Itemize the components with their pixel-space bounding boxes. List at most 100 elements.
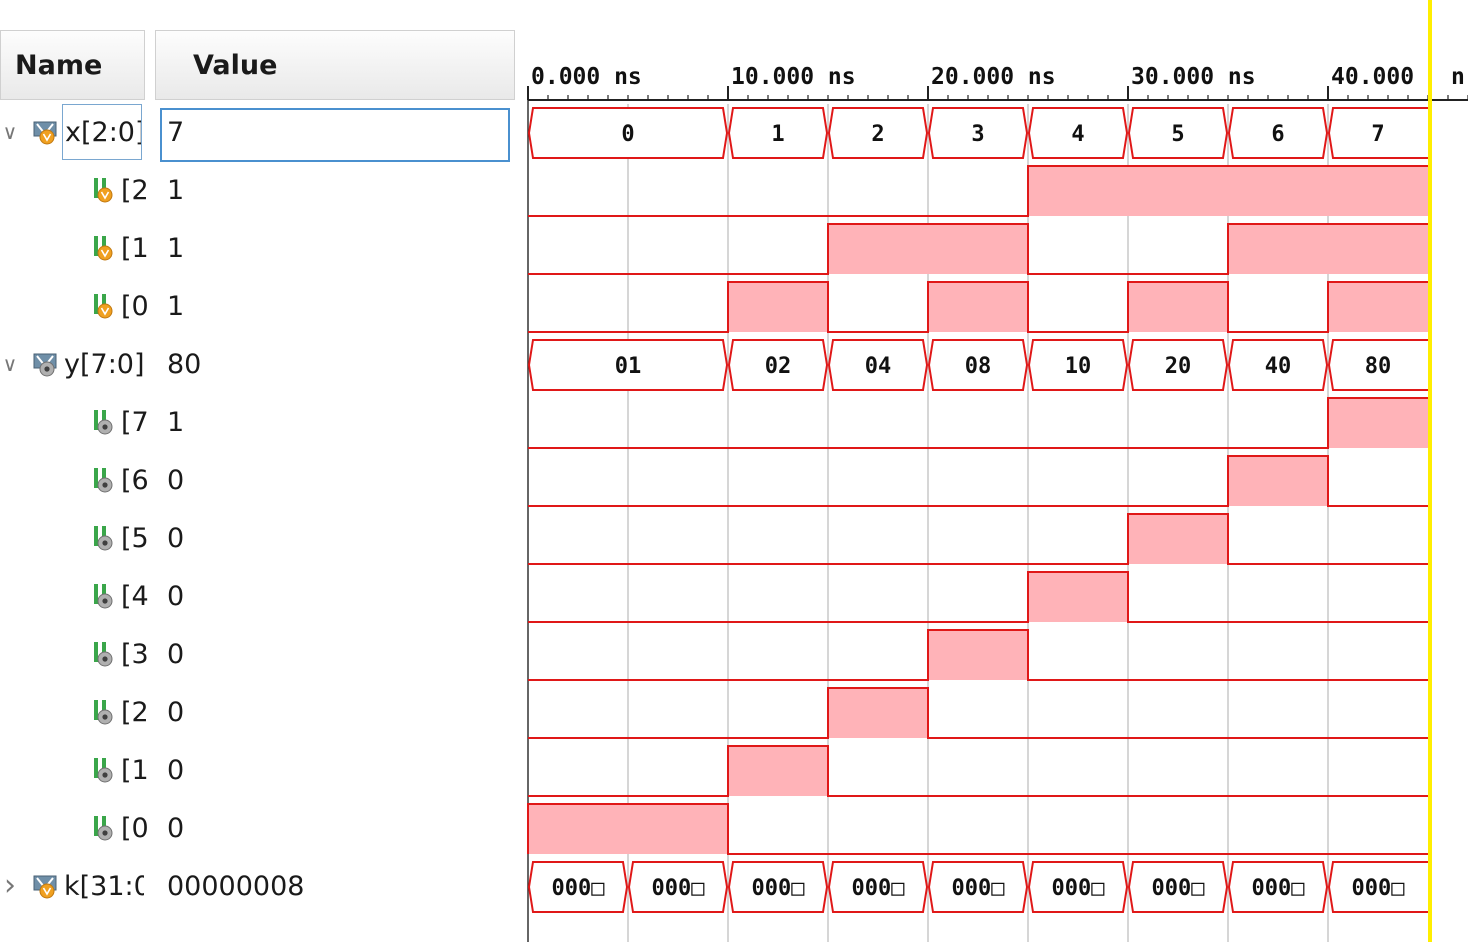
time-tick-label: 10.000 ns <box>731 64 856 90</box>
signal-value: 0 <box>167 581 185 612</box>
signal-row-y6[interactable]: [6 0 <box>0 452 520 510</box>
signal-row-y[interactable]: ∨ y[7:0] 80 <box>0 336 520 394</box>
signal-name[interactable]: [0 <box>121 813 149 844</box>
bus-segment <box>1127 861 1229 913</box>
high-region <box>728 282 828 332</box>
waveform-x2[interactable] <box>528 165 1428 217</box>
bit-trace <box>528 571 1428 623</box>
bus-segment <box>727 339 829 391</box>
high-region <box>1328 282 1428 332</box>
time-tick-label: 20.000 ns <box>931 64 1056 90</box>
bus-segment <box>627 861 729 913</box>
bit-trace <box>528 165 1428 217</box>
signal-row-k[interactable]: › k[31:0 00000008 <box>0 858 520 916</box>
bus-value-label: 02 <box>765 354 792 379</box>
signal-name[interactable]: x[2:0] <box>62 104 142 160</box>
signal-value: 0 <box>167 465 185 496</box>
signal-name[interactable]: k[31:0 <box>64 871 144 902</box>
signal-row-y1[interactable]: [1 0 <box>0 742 520 800</box>
high-region <box>1028 572 1128 622</box>
bus-value-label: 6 <box>1271 122 1284 147</box>
bus-segment <box>827 861 929 913</box>
waveform-y[interactable]: 01 02 04 08 10 20 40 80 <box>527 339 1428 391</box>
time-tick-label: n <box>1451 64 1465 90</box>
bit-output-icon <box>94 584 113 609</box>
waveform-y4[interactable] <box>528 571 1428 623</box>
signal-name[interactable]: [2 <box>121 175 149 206</box>
bus-segment <box>927 107 1029 159</box>
bus-value-label: 1 <box>771 122 784 147</box>
high-region <box>928 630 1028 680</box>
bus-value-label: 7 <box>1371 122 1384 147</box>
bus-segment <box>1127 339 1229 391</box>
bus-segment <box>1227 861 1329 913</box>
signal-name[interactable]: y[7:0] <box>64 349 144 380</box>
high-region <box>1228 456 1328 506</box>
bus-value-label: 4 <box>1071 122 1084 147</box>
waveform-x1[interactable] <box>528 223 1428 275</box>
signal-name[interactable]: [1 <box>121 233 149 264</box>
waveform-y5[interactable] <box>528 513 1428 565</box>
signal-row-y3[interactable]: [3 0 <box>0 626 520 684</box>
waveform-y2[interactable] <box>528 687 1428 739</box>
bus-value-label: 20 <box>1165 354 1192 379</box>
collapse-chevron-icon[interactable]: ∨ <box>2 352 18 376</box>
bus-value-label: 04 <box>865 354 892 379</box>
time-tick-label: 0.000 ns <box>531 64 642 90</box>
signal-row-x1[interactable]: [1 1 <box>0 220 520 278</box>
waveform-y7[interactable] <box>528 397 1428 449</box>
bit-trace <box>528 281 1428 333</box>
waveform-x[interactable]: 0 1 2 3 4 5 6 7 <box>527 107 1428 159</box>
signal-name[interactable]: [3 <box>121 639 149 670</box>
bus-value-label: 5 <box>1171 122 1184 147</box>
signal-value: 00000008 <box>167 871 305 902</box>
bit-output-icon <box>94 468 113 493</box>
expand-chevron-icon[interactable]: › <box>4 868 16 903</box>
waveform-k[interactable]: 000□ 000□ 000□ 000□ 000□ 000□ 000□ 000□ 000□ <box>527 861 1428 913</box>
bus-value-label: 80 <box>1365 354 1392 379</box>
signal-name[interactable]: [6 <box>121 465 149 496</box>
signal-row-y0[interactable]: [0 0 <box>0 800 520 858</box>
waveform-y0[interactable] <box>527 803 1428 855</box>
name-column-header[interactable]: Name <box>0 30 145 100</box>
signal-row-x0[interactable]: [0 1 <box>0 278 520 336</box>
bus-segment <box>1027 339 1129 391</box>
signal-row-x[interactable]: ∨ x[2:0] 7 <box>0 104 520 162</box>
collapse-chevron-icon[interactable]: ∨ <box>2 120 18 144</box>
signal-row-x2[interactable]: [2 1 <box>0 162 520 220</box>
bus-value-label: 000□ <box>552 876 606 901</box>
bus-segment <box>827 107 929 159</box>
bit-output-icon <box>94 816 113 841</box>
bus-segment <box>527 861 629 913</box>
bit-output-icon <box>94 642 113 667</box>
high-region <box>1028 166 1428 216</box>
bit-trace <box>528 455 1428 507</box>
bus-segment <box>1327 861 1428 913</box>
waveform-y1[interactable] <box>528 745 1428 797</box>
time-tick-label: 30.000 ns <box>1131 64 1256 90</box>
value-column-header[interactable]: Value <box>155 30 515 100</box>
signal-value: 1 <box>167 175 185 206</box>
signal-name[interactable]: [4 <box>121 581 149 612</box>
signal-name[interactable]: [0 <box>121 291 149 322</box>
bus-segment <box>1127 107 1229 159</box>
signal-value: 0 <box>167 755 185 786</box>
signal-name[interactable]: [5 <box>121 523 149 554</box>
bus-segment <box>527 339 729 391</box>
bus-value-label: 000□ <box>1152 876 1206 901</box>
bit-output-icon <box>94 700 113 725</box>
signal-name[interactable]: [2 <box>121 697 149 728</box>
waveform-y3[interactable] <box>528 629 1428 681</box>
bus-value-label: 000□ <box>852 876 906 901</box>
signal-name[interactable]: [1 <box>121 755 149 786</box>
waveform-x0[interactable] <box>528 281 1428 333</box>
signal-row-y5[interactable]: [5 0 <box>0 510 520 568</box>
signal-row-y2[interactable]: [2 0 <box>0 684 520 742</box>
signal-row-y4[interactable]: [4 0 <box>0 568 520 626</box>
bit-output-icon <box>94 758 113 783</box>
bus-value-label: 000□ <box>952 876 1006 901</box>
signal-row-y7[interactable]: [7 1 <box>0 394 520 452</box>
signal-name[interactable]: [7 <box>121 407 149 438</box>
waveform-y6[interactable] <box>528 455 1428 507</box>
